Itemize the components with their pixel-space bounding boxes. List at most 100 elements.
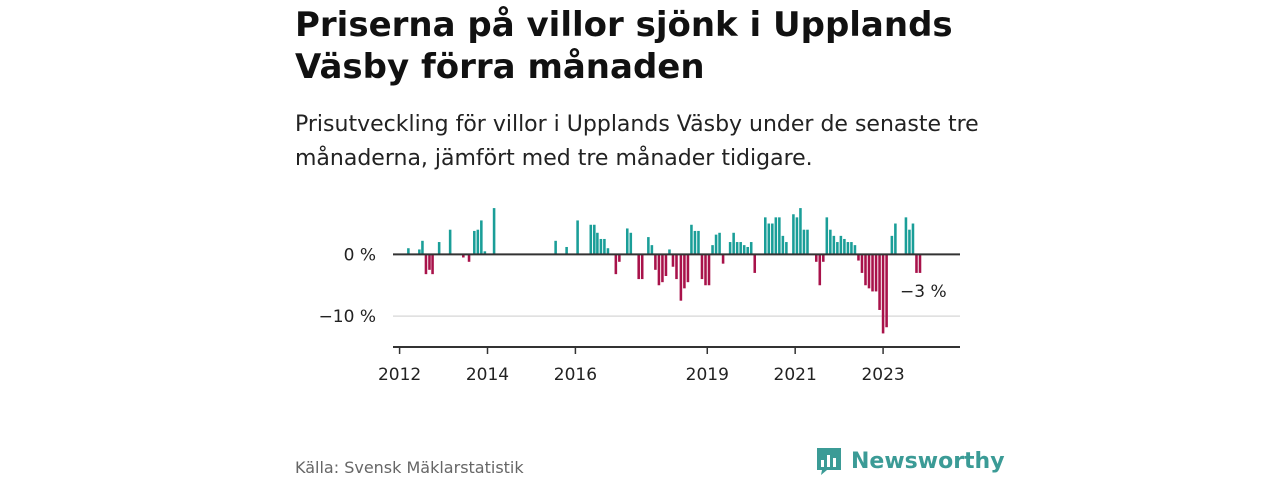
bar — [576, 220, 579, 255]
brand-logo[interactable]: Newsworthy — [815, 446, 1005, 476]
bar — [407, 248, 410, 255]
bar — [839, 235, 843, 255]
bar — [802, 229, 806, 255]
bar — [424, 254, 428, 275]
x-tick-label: 2023 — [861, 365, 904, 385]
bar — [836, 242, 839, 255]
bar — [806, 229, 809, 255]
source-note: Källa: Svensk Mäklarstatistik — [295, 458, 524, 477]
bar — [565, 246, 568, 255]
bar — [735, 242, 739, 255]
y-tick-label: −10 % — [319, 307, 376, 327]
bar — [599, 238, 603, 255]
bar — [431, 254, 434, 275]
bar — [467, 254, 471, 262]
axes — [393, 253, 960, 354]
x-tick-labels: 2012 2014 2016 2019 2021 2023 — [378, 365, 905, 385]
bar — [657, 254, 661, 286]
bar — [693, 230, 697, 255]
bar — [596, 232, 599, 255]
bar — [721, 254, 725, 264]
bar — [853, 245, 857, 255]
bar — [864, 254, 867, 286]
bar — [448, 229, 452, 255]
y-tick-label: 0 % — [344, 245, 376, 265]
x-tick-label: 2021 — [774, 365, 817, 385]
bar — [857, 254, 860, 261]
bar — [829, 229, 832, 255]
bar — [732, 232, 735, 255]
bar — [792, 214, 795, 255]
bar — [428, 254, 431, 270]
bar — [618, 254, 621, 262]
bar — [749, 242, 753, 255]
bar — [683, 254, 686, 289]
bar — [625, 228, 629, 255]
chart: 0 % −10 % 2012 2014 2016 2019 2021 2023 −3 % — [319, 208, 960, 385]
bar — [771, 223, 774, 255]
bar — [589, 224, 593, 255]
bar — [850, 242, 853, 255]
bar — [671, 254, 675, 267]
bar — [874, 254, 878, 292]
bar — [825, 217, 829, 255]
bar — [593, 224, 596, 255]
brand-name: Newsworthy — [851, 448, 1005, 474]
bar — [686, 254, 690, 283]
bar — [818, 254, 822, 286]
bar — [707, 254, 711, 286]
bar — [711, 245, 714, 255]
chart-subtitle: Prisutveckling för villor i Upplands Väs… — [295, 112, 979, 171]
chart-title: Priserna på villor sjönk i Upplands Väsb… — [295, 5, 953, 87]
bar — [654, 254, 657, 270]
y-tick-labels: 0 % −10 % — [319, 245, 376, 327]
bar — [742, 245, 746, 255]
bar — [785, 242, 788, 255]
bar — [753, 254, 757, 273]
bar — [881, 254, 885, 334]
bar — [476, 229, 480, 255]
bar — [462, 254, 465, 258]
bar — [473, 230, 476, 255]
bar — [421, 240, 424, 255]
bar — [843, 238, 846, 255]
bar — [867, 254, 871, 289]
bar — [918, 254, 922, 273]
bar — [679, 254, 683, 301]
bar — [661, 254, 664, 283]
bar — [650, 245, 654, 255]
bar — [614, 254, 618, 275]
bar — [664, 254, 668, 276]
last-value-annotation: −3 % — [900, 282, 947, 302]
bar — [767, 223, 771, 255]
bar — [668, 249, 671, 255]
x-tick-label: 2016 — [554, 365, 597, 385]
bar — [781, 235, 785, 255]
bar — [675, 254, 678, 280]
bar — [690, 224, 693, 255]
bar — [871, 254, 874, 292]
bar — [554, 240, 557, 255]
bar — [714, 234, 718, 255]
bar — [739, 242, 742, 255]
bar — [795, 217, 799, 255]
bar — [704, 254, 707, 286]
bar — [700, 254, 704, 280]
bar — [606, 248, 610, 255]
bar — [908, 229, 911, 255]
bar — [480, 220, 483, 255]
bar — [878, 254, 881, 310]
x-tick-label: 2014 — [466, 365, 509, 385]
bar — [637, 254, 640, 280]
bar — [911, 223, 915, 255]
bar — [822, 254, 825, 262]
bar — [814, 254, 818, 262]
bar — [603, 238, 606, 255]
bar — [483, 251, 487, 255]
bar — [437, 242, 441, 255]
bar — [418, 249, 421, 255]
bar — [894, 223, 897, 255]
bar — [832, 235, 836, 255]
bar — [915, 254, 918, 273]
bar — [697, 230, 700, 255]
